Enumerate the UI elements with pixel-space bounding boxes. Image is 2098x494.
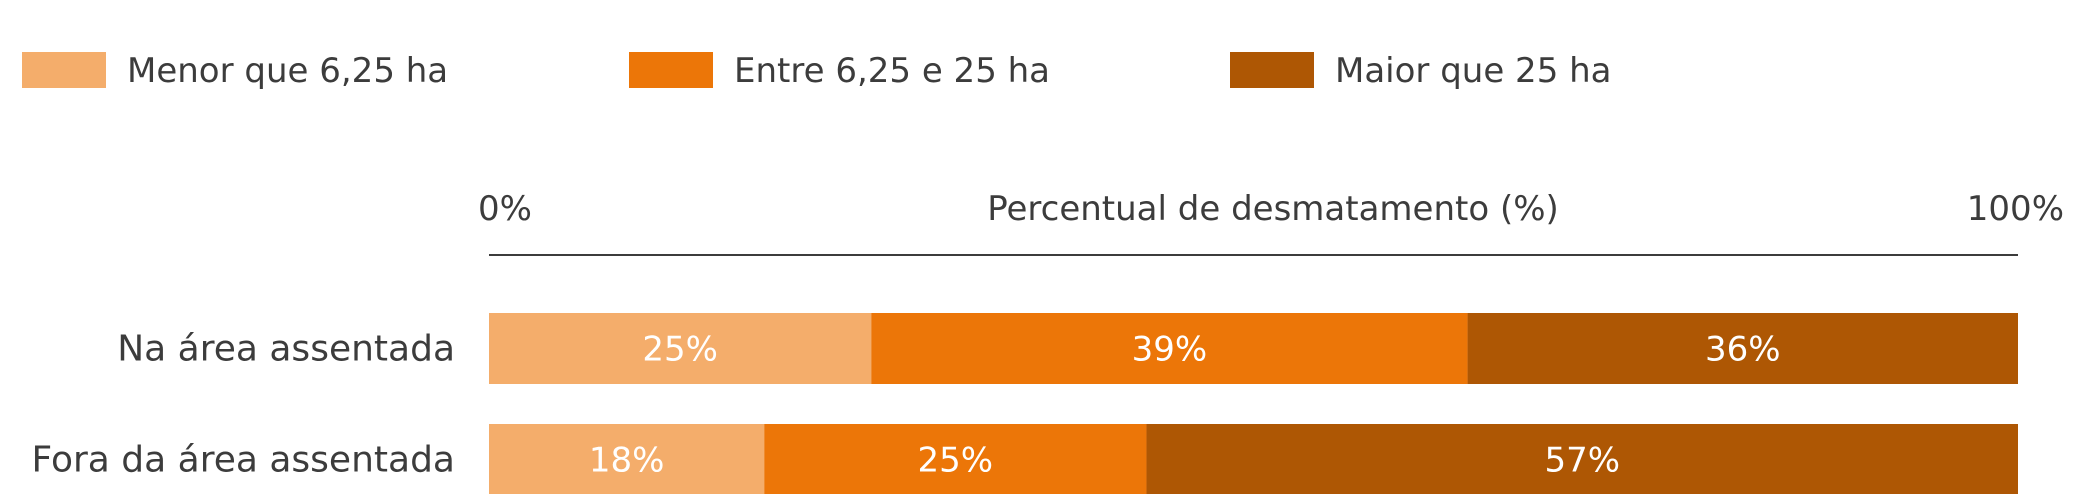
- legend: Menor que 6,25 ha Entre 6,25 e 25 ha Maior…: [22, 51, 1612, 91]
- legend-label-3: Maior que 25 ha: [1335, 51, 1612, 91]
- x-axis-title: Percentual de desmatamento (%): [987, 189, 1559, 229]
- x-tick-label-0: 0%: [478, 189, 532, 229]
- bar-segment-1-3: [1467, 313, 2018, 384]
- legend-swatch-3: [1230, 52, 1314, 88]
- bar-segment-2-3: [1146, 424, 2018, 494]
- bar-segment-1-2: [871, 313, 1468, 384]
- x-tick-label-100: 100%: [1967, 189, 2064, 229]
- legend-swatch-2: [629, 52, 713, 88]
- bar-segment-2-1: [489, 424, 765, 494]
- legend-label-2: Entre 6,25 e 25 ha: [734, 51, 1050, 91]
- bar-value-label-2-2: 25%: [918, 441, 994, 481]
- legend-swatch-1: [22, 52, 106, 88]
- bar-value-label-1-1: 25%: [642, 330, 718, 370]
- bar-segment-2-2: [764, 424, 1147, 494]
- bars: Na área assentada 25% 39% 36% Fora da área a…: [32, 313, 2018, 494]
- bar-value-label-1-2: 39%: [1132, 330, 1208, 370]
- bar-value-label-2-1: 18%: [589, 441, 665, 481]
- bar-segment-1-1: [489, 313, 872, 384]
- category-label-2: Fora da área assentada: [32, 440, 455, 481]
- bar-value-label-1-3: 36%: [1705, 330, 1781, 370]
- category-label-1: Na área assentada: [117, 329, 455, 370]
- legend-label-1: Menor que 6,25 ha: [127, 51, 448, 91]
- bar-value-label-2-3: 57%: [1544, 441, 1620, 481]
